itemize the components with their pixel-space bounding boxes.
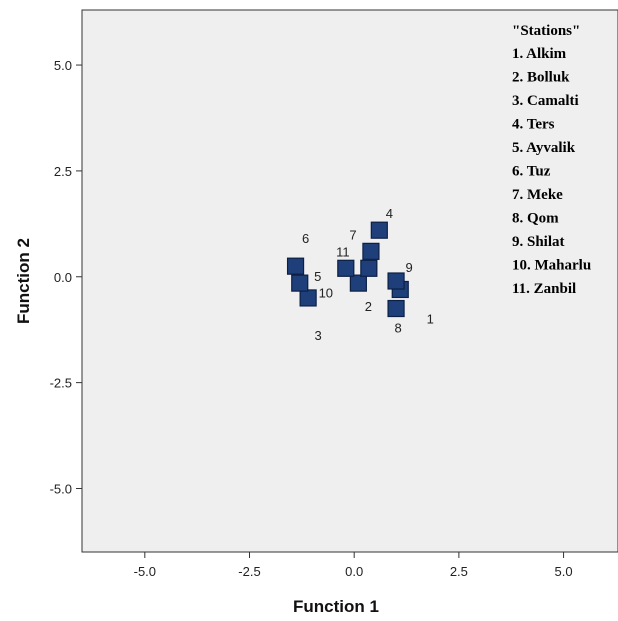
y-axis: -5.0 -2.5 0.0 2.5 5.0 (50, 58, 82, 496)
y-tick-label: -2.5 (50, 376, 72, 391)
point-label-11: 11 (336, 244, 350, 259)
data-point-2 (349, 274, 367, 292)
legend-entry: 1. Alkim (512, 46, 567, 62)
point-label-9: 9 (405, 260, 412, 275)
point-label-4: 4 (386, 206, 393, 221)
legend-entry: 8. Qom (512, 211, 559, 227)
data-point-8 (387, 299, 405, 318)
data-point-3 (299, 289, 317, 307)
legend-entry: 4. Ters (512, 117, 555, 133)
legend-entry: 7. Meke (512, 187, 563, 203)
data-point-4 (370, 221, 388, 239)
legend-entry: 11. Zanbil (512, 281, 576, 297)
y-tick-label: -5.0 (50, 481, 72, 496)
legend-entry: 6. Tuz (512, 164, 551, 180)
point-label-6: 6 (302, 231, 309, 246)
point-label-7: 7 (349, 227, 356, 242)
point-label-8: 8 (394, 321, 401, 336)
legend-entry: 9. Shilat (512, 234, 565, 250)
point-label-10: 10 (319, 285, 333, 300)
x-tick-label: 2.5 (450, 564, 468, 579)
x-axis: -5.0 -2.5 0.0 2.5 5.0 (134, 552, 573, 579)
data-point-10 (337, 259, 355, 277)
data-point-6 (286, 257, 305, 275)
x-tick-label: -5.0 (134, 564, 156, 579)
y-axis-title: Function 2 (14, 238, 33, 324)
data-point-5 (291, 274, 309, 292)
legend-entry: 10. Maharlu (512, 258, 591, 274)
point-label-5: 5 (314, 269, 321, 284)
y-tick-label: 0.0 (54, 270, 72, 285)
point-labels: 1 2 3 4 5 6 7 8 9 10 11 (302, 206, 434, 343)
legend-entry: 2. Bolluk (512, 70, 570, 86)
legend-entry: 3. Camalti (512, 93, 579, 109)
legend-title: "Stations" (512, 23, 580, 39)
legend-entry: 5. Ayvalik (512, 140, 576, 156)
x-tick-label: -2.5 (238, 564, 260, 579)
y-tick-label: 2.5 (54, 164, 72, 179)
point-label-1: 1 (427, 311, 434, 326)
data-points (286, 221, 409, 318)
point-label-3: 3 (315, 328, 322, 343)
legend: "Stations" 1. Alkim 2. Bolluk 3. Camalti 4.… (512, 23, 591, 297)
data-point-9 (387, 272, 405, 290)
y-tick-label: 5.0 (54, 58, 72, 73)
point-label-2: 2 (365, 299, 372, 314)
data-point-7 (362, 242, 380, 260)
x-tick-label: 5.0 (555, 564, 573, 579)
x-tick-label: 0.0 (345, 564, 363, 579)
data-point-11 (360, 259, 378, 277)
x-axis-title: Function 1 (293, 597, 379, 616)
